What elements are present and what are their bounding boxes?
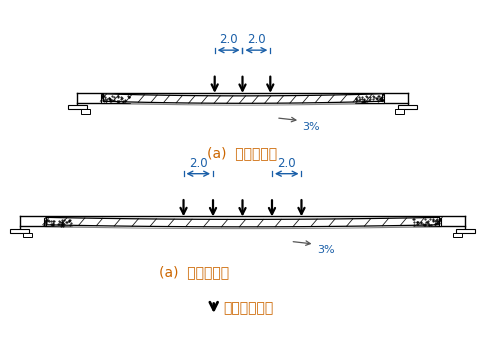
Bar	[23, 233, 32, 237]
Bar	[455, 229, 474, 233]
Bar	[354, 95, 383, 103]
Text: (a)  복선일경우: (a) 복선일경우	[159, 265, 229, 279]
Bar	[81, 109, 90, 114]
Bar	[101, 95, 130, 103]
Bar	[452, 233, 461, 237]
Text: 2.0: 2.0	[189, 157, 207, 170]
Text: 2.0: 2.0	[219, 33, 238, 46]
Bar	[10, 229, 29, 233]
Text: 3%: 3%	[302, 121, 319, 131]
Bar	[412, 218, 440, 226]
Bar	[44, 218, 72, 226]
Text: 3%: 3%	[316, 245, 334, 255]
Text: 2.0: 2.0	[277, 157, 295, 170]
Text: 2.0: 2.0	[246, 33, 265, 46]
Bar	[397, 105, 417, 109]
Text: (a)  단선일경우: (a) 단선일경우	[207, 147, 277, 161]
Bar	[394, 109, 403, 114]
Text: 시험관리위치: 시험관리위치	[223, 301, 273, 315]
Bar	[67, 105, 87, 109]
